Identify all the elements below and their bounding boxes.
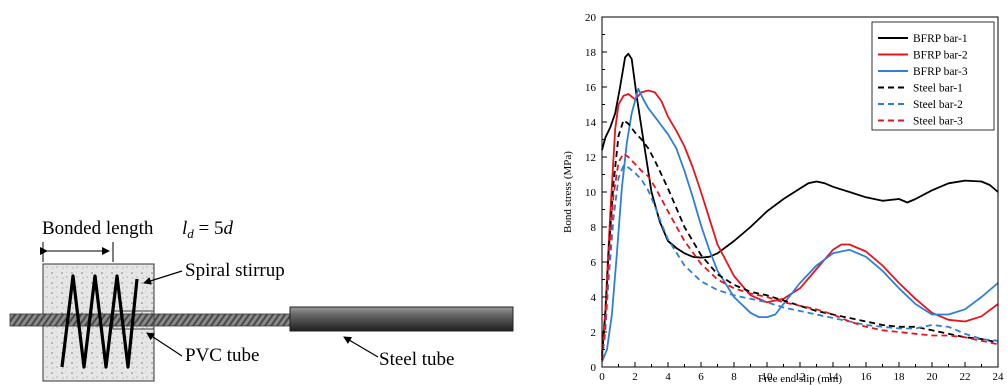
x-tick-label: 8: [731, 371, 737, 383]
bond-slip-chart: 0 2 4 6 8 10 12 14 16 18 20 22 24 02468101214161820 …: [562, 12, 1004, 385]
x-axis: 0 2 4 6 8 10 12 14 16 18 20 22 24: [599, 362, 1004, 383]
bonded-length-label: Bonded length: [42, 218, 154, 239]
specimen-diagram: Bonded length ld = 5d Spiral stirrup PVC…: [9, 218, 514, 382]
legend-label: BFRP bar-3: [913, 66, 968, 78]
x-tick-label: 24: [993, 371, 1005, 383]
series-line-3: [601, 87, 999, 363]
series-line-1: [601, 52, 999, 259]
x-tick-label: 0: [599, 371, 605, 383]
y-axis: 0 2 4 6 8 10 12 14 16 18 20: [585, 12, 607, 374]
y-axis-label: Bond stress (MPa): [562, 151, 574, 233]
legend-label: Steel bar-2: [913, 99, 963, 111]
legend-label: BFRP bar-2: [913, 50, 968, 62]
y-tick-label: 8: [591, 222, 597, 234]
y-tick-label: 20: [585, 12, 597, 24]
rebar: [9, 313, 293, 327]
x-tick-label: 18: [894, 371, 906, 383]
spiral-stirrup: [60, 274, 139, 369]
series-line-2: [601, 89, 999, 354]
legend-label: Steel bar-3: [913, 116, 963, 128]
x-tick-label: 16: [861, 371, 873, 383]
x-tick-label: 10: [762, 371, 774, 383]
x-tick-label: 20: [927, 371, 939, 383]
series-line-6: [601, 152, 999, 361]
x-tick-label: 22: [960, 371, 971, 383]
x-tick-label: 4: [665, 371, 671, 383]
bonded-length-formula: ld = 5d: [182, 218, 234, 241]
x-axis-label: Free end slip (mm): [758, 373, 842, 385]
bonded-length-dimension: Bonded length ld = 5d: [40, 218, 234, 262]
legend: BFRP bar-1 BFRP bar-2 BFRP bar-3 Steel bar-…: [871, 21, 995, 131]
series-line-4: [601, 119, 999, 357]
y-tick-label: 18: [585, 47, 597, 59]
y-tick-label: 0: [591, 362, 597, 374]
y-tick-label: 6: [591, 257, 597, 269]
x-tick-label: 12: [795, 371, 806, 383]
legend-label: Steel bar-1: [913, 83, 963, 95]
pvc-tube-label: PVC tube: [185, 345, 259, 366]
x-tick-label: 2: [632, 371, 638, 383]
x-tick-label: 6: [698, 371, 704, 383]
spiral-stirrup-label: Spiral stirrup: [185, 260, 285, 281]
y-tick-label: 14: [585, 117, 597, 129]
y-tick-label: 12: [585, 152, 596, 164]
steel-tube: [289, 306, 514, 332]
y-tick-label: 16: [585, 82, 597, 94]
steel-tube-label: Steel tube: [379, 349, 454, 370]
series-line-5: [601, 164, 999, 361]
series-layer: [601, 52, 999, 363]
y-tick-label: 2: [591, 327, 597, 339]
y-tick-label: 10: [585, 187, 597, 199]
legend-box: [871, 21, 995, 131]
x-tick-label: 14: [828, 371, 840, 383]
legend-label: BFRP bar-1: [913, 33, 968, 45]
y-tick-label: 4: [591, 292, 597, 304]
